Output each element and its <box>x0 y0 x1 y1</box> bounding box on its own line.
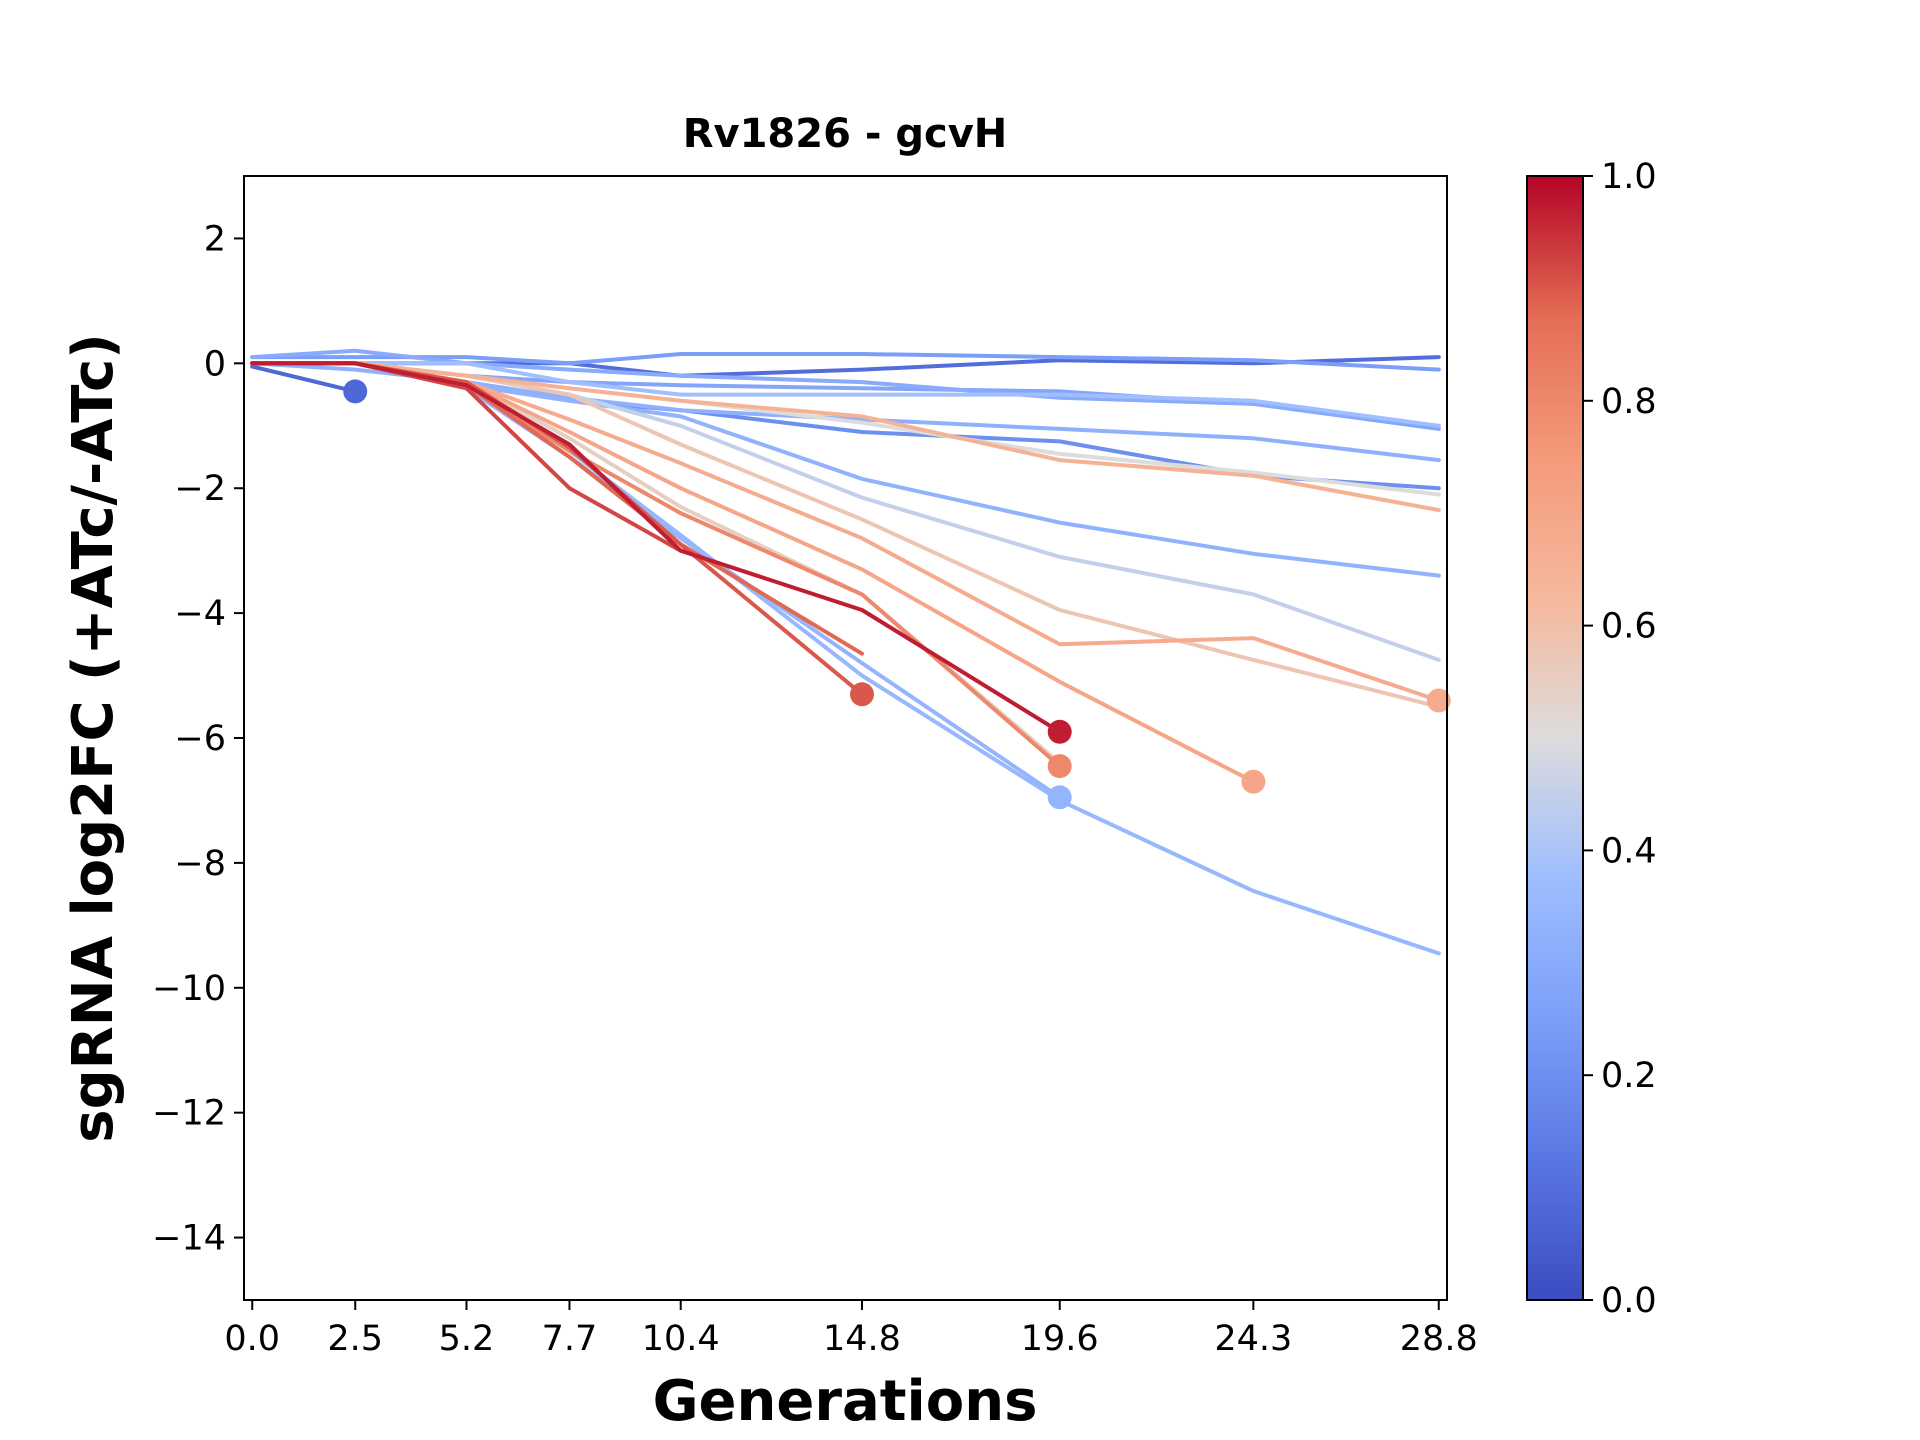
series-end-point <box>343 379 368 404</box>
colorbar-tick-label: 0.8 <box>1601 382 1657 422</box>
plot-frame <box>243 175 1448 1301</box>
series-end-point <box>1047 719 1072 744</box>
series-line <box>250 364 358 394</box>
chart-title: Rv1826 - gcvH <box>683 111 1008 157</box>
x-tick-label: 0.0 <box>224 1319 280 1359</box>
x-tick-label: 2.5 <box>327 1319 383 1359</box>
series-end-point <box>1426 688 1451 713</box>
colorbar-tick-label: 1.0 <box>1601 157 1657 197</box>
series-end-point <box>850 682 874 707</box>
y-tick-label: −14 <box>152 1219 226 1259</box>
x-axis-ticks: 0.0 2.5 5.2 7.7 10.4 14.8 19.6 24.3 28.8 <box>224 1300 1478 1359</box>
colorbar <box>1526 175 1584 1301</box>
series-line <box>250 352 1441 372</box>
y-tick-label: −6 <box>174 719 226 759</box>
x-tick-label: 7.7 <box>542 1319 598 1359</box>
y-tick-label: 0 <box>204 344 226 384</box>
y-tick-label: −2 <box>174 469 226 509</box>
x-tick-label: 10.4 <box>642 1319 720 1359</box>
colorbar-tick-label: 0.2 <box>1601 1056 1657 1096</box>
x-tick-label: 19.6 <box>1021 1319 1099 1359</box>
series-line <box>250 361 1441 463</box>
colorbar-tick-label: 0.0 <box>1601 1281 1657 1321</box>
series-layer <box>250 348 1441 956</box>
x-tick-label: 28.8 <box>1400 1319 1478 1359</box>
y-tick-label: −4 <box>174 594 226 634</box>
series-line <box>250 348 1441 428</box>
y-tick-label: −12 <box>152 1094 226 1134</box>
x-tick-label: 14.8 <box>823 1319 901 1359</box>
series-line <box>250 361 1441 956</box>
marker-layer <box>343 379 1451 810</box>
y-tick-label: 2 <box>204 219 226 259</box>
y-tick-label: −10 <box>152 969 226 1009</box>
series-line <box>250 361 1441 428</box>
series-line <box>250 361 1062 734</box>
colorbar-tick-label: 0.4 <box>1601 831 1657 871</box>
y-tick-label: −8 <box>174 844 226 884</box>
series-end-point <box>1047 754 1072 779</box>
series-line <box>250 361 1441 513</box>
series-end-point <box>1241 769 1266 794</box>
x-tick-label: 5.2 <box>439 1319 495 1359</box>
colorbar-tick-label: 0.6 <box>1601 607 1657 647</box>
colorbar-ticks: 0.0 0.2 0.4 0.6 0.8 1.0 <box>1583 157 1657 1321</box>
y-axis-label: sgRNA log2FC (+ATc/-ATc) <box>61 333 126 1143</box>
x-tick-label: 24.3 <box>1214 1319 1292 1359</box>
x-axis-label: Generations <box>653 1369 1038 1434</box>
y-axis-ticks: 2 0 −2 −4 −6 −8 −10 −12 −14 <box>152 219 244 1259</box>
series-end-point <box>1047 785 1072 810</box>
